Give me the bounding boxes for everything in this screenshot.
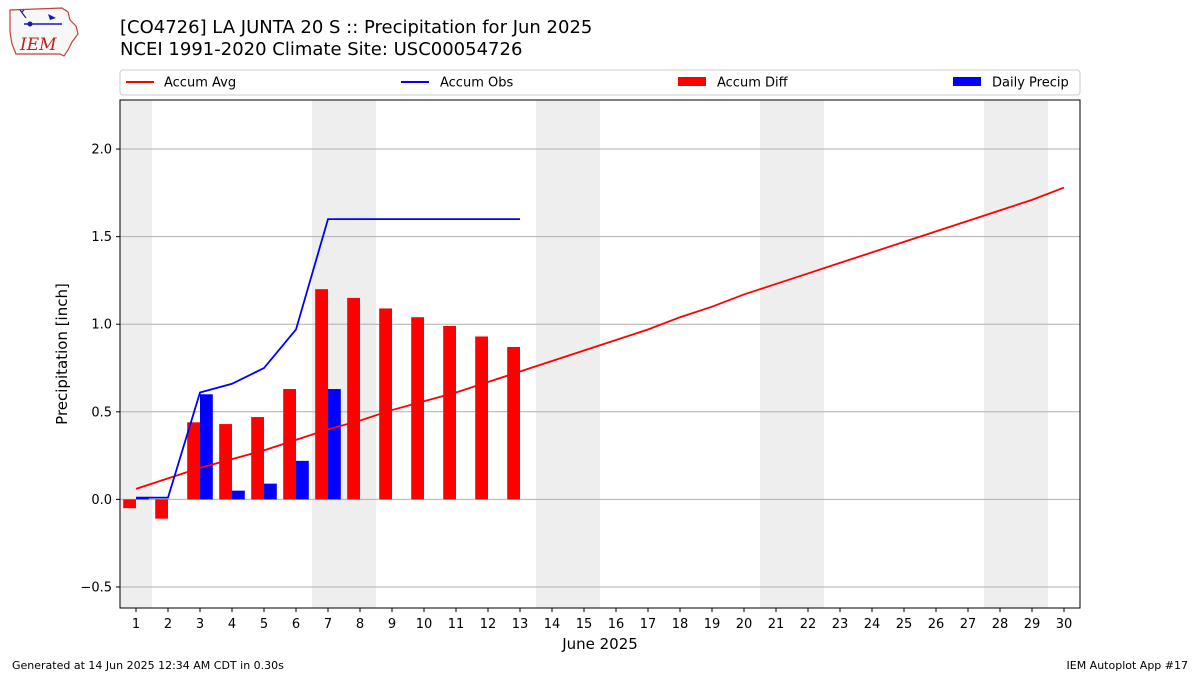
accum-avg-line <box>135 186 1065 490</box>
legend-label-0: Accum Avg <box>164 76 236 91</box>
accum-diff-bar-day-5 <box>251 417 264 500</box>
x-tick-label: 11 <box>448 617 465 632</box>
weekend-shade-day-28 <box>984 100 1016 608</box>
x-tick-label: 1 <box>132 617 140 632</box>
logo-dot <box>27 21 33 27</box>
weekend-shade-day-14 <box>536 100 568 608</box>
accum-diff-bar-day-1 <box>123 499 136 509</box>
y-gridlines <box>120 148 1080 588</box>
x-tick-label: 20 <box>736 617 753 632</box>
accum-diff-bar-day-9 <box>379 308 392 500</box>
accum-diff-bar-day-7 <box>315 289 328 500</box>
x-tick-label: 2 <box>164 617 172 632</box>
accum-diff-bar-day-8 <box>347 297 360 500</box>
x-tick-label: 21 <box>768 617 785 632</box>
x-tick-label: 18 <box>672 617 689 632</box>
iowa-state-outline <box>9 7 79 57</box>
legend-swatch-3 <box>953 77 981 86</box>
accum-diff-bar-day-12 <box>475 336 488 500</box>
accum-diff-bar-day-13 <box>507 346 520 500</box>
x-tick-label: 27 <box>960 617 977 632</box>
legend-swatch-2 <box>678 77 706 86</box>
x-tick-label: 23 <box>832 617 849 632</box>
logo-text: IEM <box>19 35 57 55</box>
x-tick-label: 25 <box>896 617 913 632</box>
daily-precip-bar-day-4 <box>232 490 245 500</box>
accum-diff-bar-day-11 <box>443 325 456 500</box>
x-tick-label: 26 <box>928 617 945 632</box>
daily-precip-bar-day-3 <box>200 394 213 500</box>
accum-diff-bar-day-3 <box>187 422 200 500</box>
weekend-shade-day-22 <box>792 100 824 608</box>
legend: Accum Avg Accum Obs Accum Diff Daily Precip <box>119 69 1081 96</box>
y-tick-label: −0.5 <box>80 580 112 595</box>
accum-obs-line <box>136 218 520 499</box>
accum-diff-bar-day-6 <box>283 389 296 500</box>
axes: −0.50.00.51.01.52.01 2 3 4 5 6 7 8 9 10 11 12 13 14 15… <box>53 99 1081 653</box>
app-note: IEM Autoplot App #17 <box>1066 659 1189 672</box>
x-tick-label: 19 <box>704 617 721 632</box>
daily-precip-bar-day-6 <box>296 460 309 500</box>
iem-logo: IEM <box>9 7 79 57</box>
legend-label-2: Accum Diff <box>717 76 789 91</box>
accum-diff-bar-day-2 <box>155 499 168 519</box>
plot-frame <box>119 99 1081 609</box>
accum-diff-bar-day-10 <box>411 317 424 500</box>
legend-label-1: Accum Obs <box>440 76 513 91</box>
y-axis-label: Precipitation [inch] <box>53 283 71 425</box>
logo-feather <box>19 9 27 19</box>
x-tick-label: 22 <box>800 617 817 632</box>
x-tick-label: 17 <box>640 617 657 632</box>
y-tick-label: 0.0 <box>91 493 112 508</box>
daily-precip-bar-day-7 <box>328 389 341 500</box>
weekend-shade-day-1 <box>120 100 152 608</box>
bars <box>123 289 520 519</box>
x-tick-label: 7 <box>324 617 332 632</box>
x-tick-label: 14 <box>544 617 561 632</box>
x-tick-label: 16 <box>608 617 625 632</box>
x-tick-label: 8 <box>356 617 364 632</box>
weekend-shading <box>120 100 1048 608</box>
weekend-shade-day-29 <box>1016 100 1048 608</box>
x-tick-label: 9 <box>388 617 396 632</box>
x-tick-label: 10 <box>416 617 433 632</box>
x-tick-label: 28 <box>992 617 1009 632</box>
chart-title: [CO4726] LA JUNTA 20 S :: Precipitation … <box>120 17 593 38</box>
generated-note: Generated at 14 Jun 2025 12:34 AM CDT in… <box>12 659 284 672</box>
y-tick-label: 1.0 <box>91 318 112 333</box>
lines <box>135 186 1065 499</box>
y-tick-label: 0.5 <box>91 405 112 420</box>
x-tick-label: 29 <box>1024 617 1041 632</box>
x-tick-label: 6 <box>292 617 300 632</box>
x-tick-label: 13 <box>512 617 529 632</box>
chart-subtitle: NCEI 1991-2020 Climate Site: USC00054726 <box>120 39 523 60</box>
x-axis-label: June 2025 <box>561 635 638 653</box>
x-tick-label: 30 <box>1056 617 1073 632</box>
legend-box <box>119 69 1081 96</box>
x-tick-label: 12 <box>480 617 497 632</box>
logo-flag <box>48 14 56 20</box>
x-tick-label: 5 <box>260 617 268 632</box>
x-tick-label: 24 <box>864 617 881 632</box>
daily-precip-bar-day-5 <box>264 483 277 500</box>
x-tick-label: 15 <box>576 617 593 632</box>
y-tick-label: 2.0 <box>91 143 112 158</box>
x-tick-label: 3 <box>196 617 204 632</box>
x-tick-label: 4 <box>228 617 236 632</box>
weekend-shade-day-21 <box>760 100 792 608</box>
y-tick-label: 1.5 <box>91 230 112 245</box>
legend-label-3: Daily Precip <box>992 76 1069 91</box>
